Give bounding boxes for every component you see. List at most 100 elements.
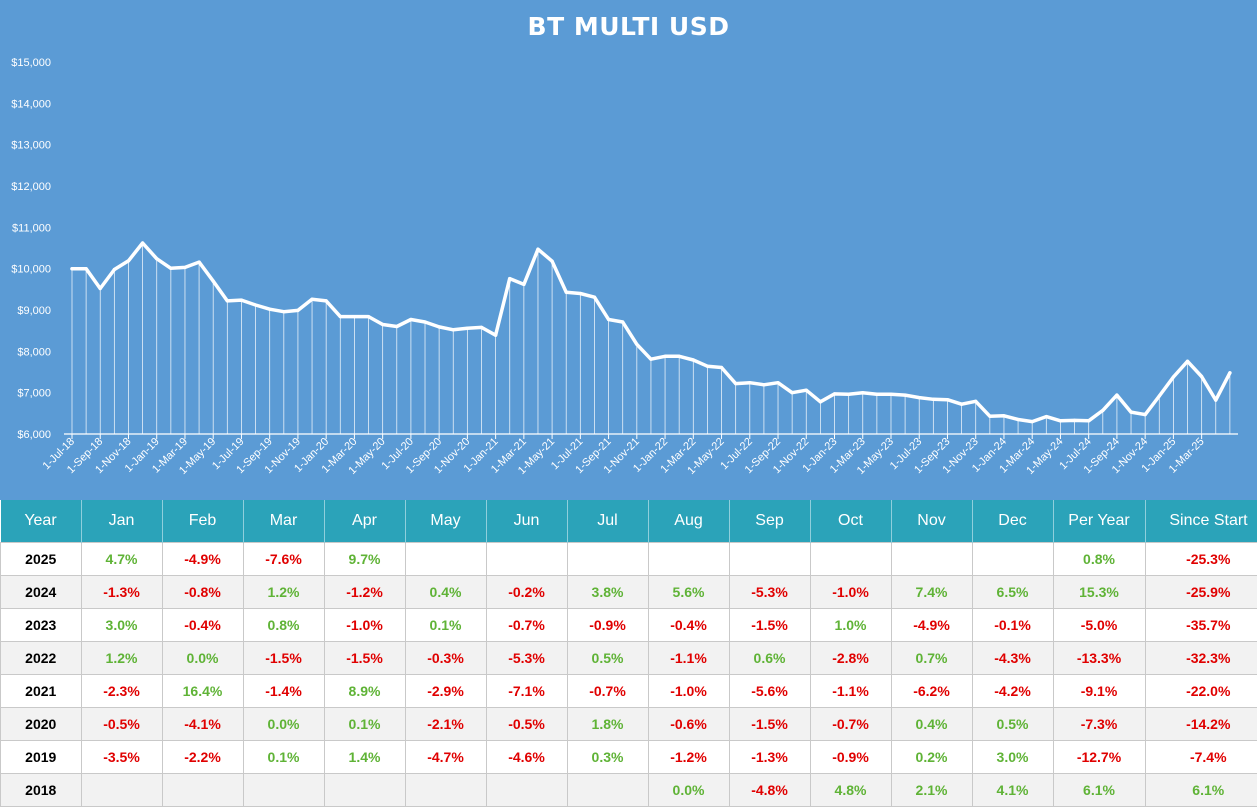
data-point [592, 295, 597, 299]
return-cell: -2.3% [80, 674, 163, 708]
data-point [70, 267, 74, 271]
return-cell: 6.1% [1052, 773, 1146, 807]
return-cell: 6.1% [1144, 773, 1257, 807]
data-point [1171, 375, 1175, 379]
data-point [324, 299, 328, 303]
return-cell: 3.0% [80, 608, 163, 642]
data-point [861, 391, 865, 395]
data-point [804, 388, 808, 392]
data-point [239, 298, 244, 302]
data-point [1214, 398, 1218, 402]
return-cell: -12.7% [1052, 740, 1146, 774]
data-point [395, 324, 399, 329]
return-cell: 6.5% [971, 575, 1054, 609]
data-point [451, 328, 455, 332]
data-point [832, 392, 837, 396]
return-cell: -4.9% [890, 608, 973, 642]
return-cell: -1.3% [728, 740, 811, 774]
data-point [847, 392, 851, 396]
return-cell: -5.3% [485, 641, 568, 675]
data-point [155, 257, 159, 261]
data-point [1044, 415, 1048, 419]
data-point [409, 317, 413, 322]
return-cell: -1.0% [647, 674, 730, 708]
data-point [564, 290, 568, 294]
data-point [1058, 419, 1063, 423]
table-row: 2018 0.0% -4.8% 4.8% 2.1% 4.1% 6.1% 6.1% [0, 773, 1257, 807]
data-point [931, 397, 935, 401]
table-header-row: Year Jan Feb Mar Apr May Jun Jul Aug Sep Oct Nov Dec… [0, 500, 1257, 543]
data-point [663, 354, 667, 358]
return-cell: -7.3% [1052, 707, 1146, 741]
return-cell: -4.1% [161, 707, 244, 741]
table-row: 2021 -2.3% 16.4% -1.4% 8.9% -2.9% -7.1% -0.7% -1… [0, 674, 1257, 708]
data-point [1200, 374, 1204, 379]
return-cell: 0.2% [890, 740, 973, 774]
return-cell: 3.8% [566, 575, 649, 609]
data-point [776, 381, 780, 385]
return-cell: -0.9% [566, 608, 649, 642]
data-point [1157, 394, 1161, 398]
return-cell: -1.1% [647, 641, 730, 675]
column-header-jan: Jan [81, 500, 163, 543]
return-cell: -4.6% [485, 740, 568, 774]
column-header-nov: Nov [891, 500, 973, 543]
return-cell: 0.0% [647, 773, 730, 807]
y-tick-label: $10,000 [11, 264, 51, 276]
column-header-since-start: Since Start [1145, 500, 1257, 543]
return-cell: -6.2% [890, 674, 973, 708]
return-cell: -1.5% [242, 641, 325, 675]
data-point [183, 265, 187, 270]
return-cell: 0.0% [242, 707, 325, 741]
return-cell: 4.1% [971, 773, 1054, 807]
data-point [889, 392, 893, 396]
y-tick-label: $13,000 [11, 140, 51, 152]
data-point [1129, 410, 1133, 414]
y-tick-label: $15,000 [11, 57, 51, 69]
y-tick-label: $9,000 [17, 305, 51, 317]
return-cell: -1.3% [80, 575, 163, 609]
data-point [366, 315, 371, 319]
return-cell: -25.3% [1144, 542, 1257, 576]
table-row: 2024 -1.3% -0.8% 1.2% -1.2% 0.4% -0.2% 3.8% 5.6%… [0, 575, 1257, 609]
data-point [550, 259, 554, 263]
data-point [974, 399, 978, 403]
performance-chart: $6,000 $7,000 $8,000 $9,000 $10,000 $11,000 $1… [11, 57, 1238, 477]
data-point [734, 381, 738, 386]
data-point [126, 259, 131, 263]
y-tick-label: $11,000 [12, 222, 51, 234]
return-cell [161, 773, 244, 807]
year-cell: 2021 [0, 674, 82, 708]
return-cell: -35.7% [1144, 608, 1257, 642]
return-cell: -0.5% [80, 707, 163, 741]
data-point [141, 241, 145, 245]
year-cell: 2020 [0, 707, 82, 741]
data-point [790, 391, 794, 395]
year-cell: 2025 [0, 542, 82, 576]
data-point [621, 320, 625, 324]
return-cell: -2.9% [404, 674, 487, 708]
return-cell: -0.2% [485, 575, 568, 609]
data-point [437, 325, 441, 329]
return-cell: -0.3% [404, 641, 487, 675]
return-cell: -4.9% [161, 542, 244, 576]
return-cell [890, 542, 973, 576]
data-point [1228, 371, 1232, 375]
return-cell: -0.9% [809, 740, 892, 774]
column-header-feb: Feb [162, 500, 244, 543]
y-tick-label: $12,000 [11, 181, 51, 193]
return-cell: -0.8% [161, 575, 244, 609]
y-tick-label: $8,000 [17, 346, 51, 358]
data-point [719, 365, 724, 370]
return-cell [566, 542, 649, 576]
return-cell: 0.0% [161, 641, 244, 675]
return-cell: -1.5% [728, 707, 811, 741]
return-cell [242, 773, 325, 807]
return-cell: 5.6% [647, 575, 730, 609]
return-cell: -1.2% [323, 575, 406, 609]
return-cell [647, 542, 730, 576]
data-point [352, 315, 357, 319]
return-cell: -1.0% [323, 608, 406, 642]
return-cell: -1.4% [242, 674, 325, 708]
monthly-returns-table: Year Jan Feb Mar Apr May Jun Jul Aug Sep Oct Nov Dec… [0, 500, 1257, 807]
